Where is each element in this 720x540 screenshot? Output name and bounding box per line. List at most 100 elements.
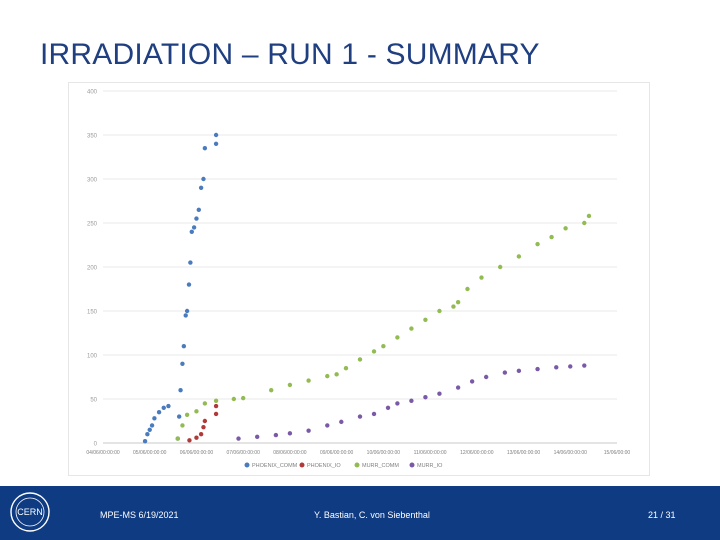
data-point-murr-comm [306, 378, 311, 383]
x-tick-label: 05/06/00:00:00 [133, 450, 167, 456]
data-point-murr-io [385, 405, 391, 410]
data-point-murr-io [236, 436, 241, 441]
data-point-murr-io [469, 379, 475, 384]
data-point-phoenix-comm [186, 282, 192, 287]
data-point-phoenix-comm [145, 432, 150, 437]
data-point-murr-io [339, 419, 344, 425]
data-point-murr-io [455, 385, 461, 390]
x-tick-label: 10/06/00:00:00 [367, 450, 401, 456]
data-point-phoenix-comm [180, 361, 185, 366]
x-tick-label: 04/06/00:00:00 [86, 450, 120, 456]
y-tick-label: 350 [87, 134, 98, 140]
x-tick-label: 11/06/00:00:00 [414, 450, 447, 456]
data-point-phoenix-io [194, 435, 199, 440]
data-point-murr-comm [535, 241, 540, 247]
footer-date: MPE-MS 6/19/2021 [100, 510, 179, 520]
legend-label: PHOENIX_IO [307, 463, 341, 469]
data-point-phoenix-comm [213, 132, 219, 138]
legend-label: PHOENIX_COMM [252, 463, 298, 469]
y-tick-label: 150 [87, 310, 98, 316]
chart-panel: 0 50 100 150 200 250 300 350 400 04/06/00:00:00 05… [68, 82, 650, 476]
data-point-murr-comm [549, 234, 554, 240]
x-tick-label: 13/06/00:00:00 [507, 450, 541, 456]
data-point-murr-io [395, 401, 400, 406]
data-point-murr-comm [465, 286, 470, 292]
data-point-phoenix-comm [142, 439, 148, 444]
data-point-murr-comm [334, 372, 339, 377]
data-point-murr-comm [586, 213, 592, 219]
data-point-murr-io [409, 398, 414, 403]
data-point-phoenix-comm [188, 260, 193, 265]
data-point-murr-io [423, 395, 428, 400]
data-point-murr-comm [516, 254, 522, 259]
data-point-murr-io [357, 414, 363, 419]
legend-label: MURR_IO [417, 463, 443, 469]
data-point-murr-comm [240, 395, 246, 401]
data-point-murr-io [437, 391, 442, 396]
y-tick-label: 200 [87, 266, 98, 272]
data-point-murr-io [325, 423, 330, 428]
data-point-murr-io [273, 432, 279, 438]
data-point-murr-io [255, 434, 260, 440]
legend-swatch [244, 462, 250, 468]
data-point-murr-io [287, 431, 293, 436]
data-point-murr-comm [423, 317, 428, 322]
data-point-phoenix-comm [147, 427, 152, 432]
data-point-murr-comm [180, 423, 185, 428]
data-point-phoenix-comm [184, 308, 190, 314]
data-point-phoenix-comm [166, 403, 171, 409]
x-tick-label: 07/06/00:00:00 [226, 450, 260, 456]
chart-svg: 0 50 100 150 200 250 300 350 400 04/06/00:00:00 05… [86, 90, 631, 470]
legend-label: MURR_COMM [362, 463, 399, 469]
data-point-murr-comm [231, 396, 237, 402]
legend-swatch [299, 462, 305, 468]
page-number: 21 / 31 [648, 510, 676, 520]
data-point-murr-comm [325, 373, 330, 379]
data-point-murr-comm [437, 308, 442, 314]
data-point-phoenix-comm [176, 414, 182, 419]
x-tick-label: 06/06/00:00:00 [180, 450, 214, 456]
data-point-phoenix-comm [181, 344, 187, 349]
data-point-murr-comm [194, 409, 199, 414]
x-tick-label: 09/06/00:00:00 [320, 450, 354, 456]
data-point-phoenix-comm [161, 405, 166, 410]
data-point-phoenix-io [201, 424, 206, 430]
data-point-murr-io [502, 370, 508, 375]
data-point-murr-comm [175, 436, 180, 441]
data-point-murr-comm [371, 349, 377, 354]
data-point-murr-comm [582, 220, 587, 226]
data-point-phoenix-io [213, 411, 219, 417]
data-point-phoenix-comm [149, 423, 155, 428]
data-point-phoenix-comm [191, 225, 197, 230]
data-point-murr-io [483, 374, 489, 380]
data-point-phoenix-io [187, 438, 192, 443]
data-point-phoenix-comm [196, 207, 201, 212]
data-point-murr-io [554, 365, 559, 370]
x-tick-label: 14/06/00:00:00 [554, 450, 588, 456]
data-point-phoenix-comm [183, 313, 188, 318]
data-point-murr-io [371, 411, 377, 417]
cern-logo: CERN [10, 492, 50, 532]
data-point-murr-comm [395, 335, 400, 340]
legend-swatch [409, 462, 415, 468]
slide-title: IRRADIATION – RUN 1 - SUMMARY [40, 38, 540, 71]
footer-bar [0, 486, 720, 540]
data-point-phoenix-io [202, 418, 208, 424]
data-point-phoenix-comm [189, 229, 194, 234]
data-point-murr-comm [357, 357, 363, 362]
x-tick-label: 12/06/00:00:00 [460, 450, 494, 456]
x-tick-label: 15/06/00:00 [604, 450, 631, 456]
y-tick-label: 300 [87, 178, 98, 184]
y-tick-label: 100 [87, 354, 98, 360]
data-point-phoenix-io [213, 403, 219, 409]
data-point-murr-comm [213, 398, 219, 403]
data-point-phoenix-comm [156, 410, 162, 415]
data-point-murr-io [535, 366, 540, 372]
data-point-murr-comm [343, 366, 349, 371]
data-point-phoenix-comm [194, 216, 199, 221]
y-tick-label: 250 [87, 222, 98, 228]
data-point-phoenix-io [198, 432, 204, 437]
x-tick-label: 08/06/00:00:00 [273, 450, 307, 456]
data-point-murr-io [516, 368, 522, 374]
data-point-murr-comm [409, 326, 414, 331]
